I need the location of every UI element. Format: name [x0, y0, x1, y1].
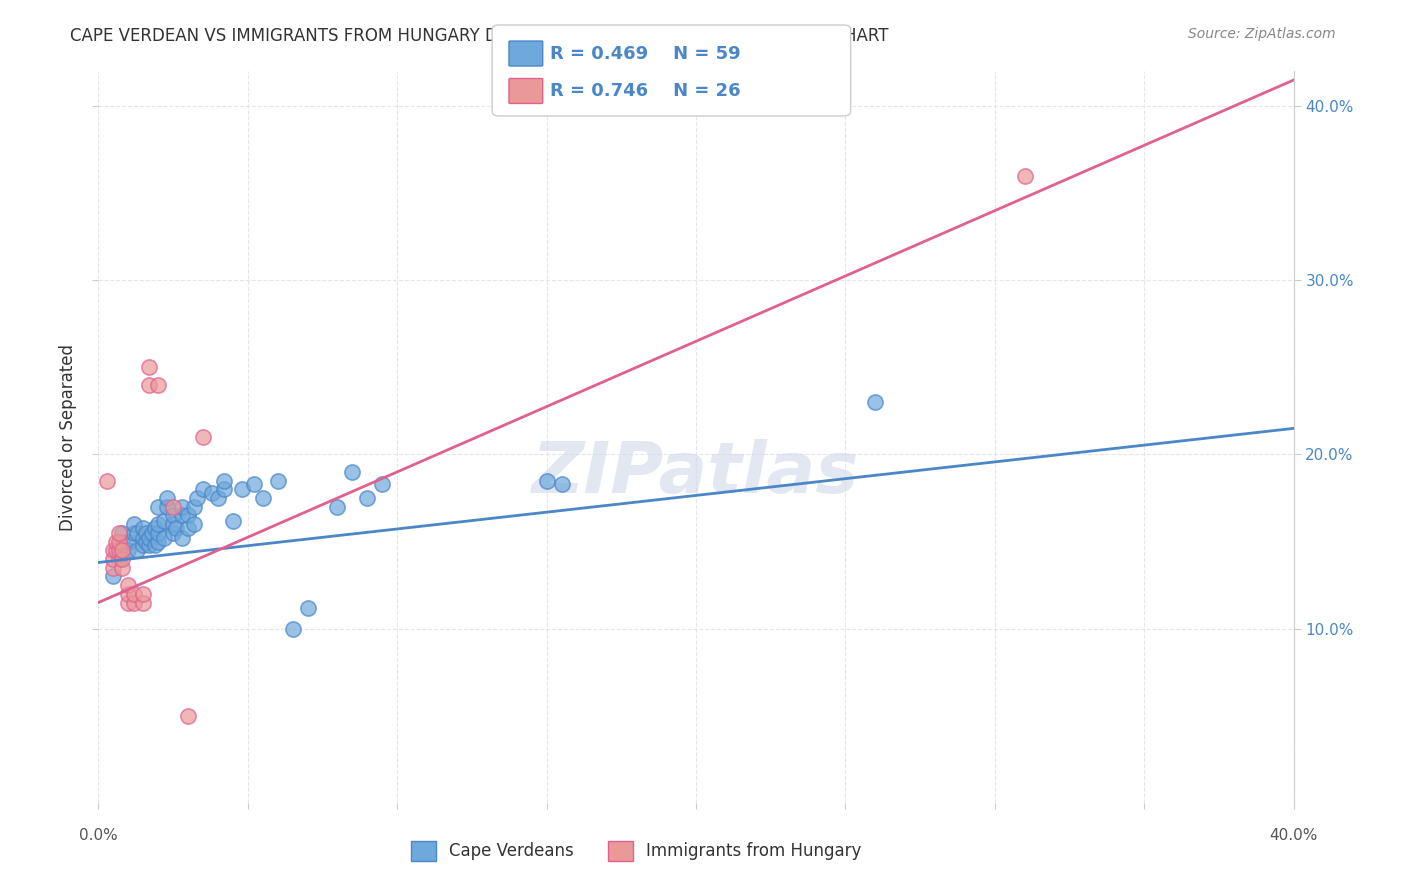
Point: [111, 534, 134, 549]
Point: [108, 543, 131, 558]
Point: [183, 500, 205, 514]
Point: [191, 430, 214, 444]
Point: [132, 595, 155, 609]
Point: [141, 525, 163, 540]
Text: 40.0%: 40.0%: [1270, 829, 1317, 844]
Point: [177, 508, 200, 523]
Point: [124, 595, 146, 609]
Point: [191, 483, 214, 497]
Point: [127, 525, 149, 540]
Text: R = 0.746    N = 26: R = 0.746 N = 26: [550, 82, 741, 100]
Point: [536, 474, 558, 488]
Point: [177, 708, 200, 723]
Text: 0.0%: 0.0%: [79, 829, 118, 844]
Point: [117, 595, 139, 609]
Point: [207, 491, 229, 505]
Point: [148, 377, 170, 392]
Point: [153, 531, 176, 545]
Y-axis label: Divorced or Separated: Divorced or Separated: [59, 343, 77, 531]
Point: [243, 477, 266, 491]
Point: [117, 534, 139, 549]
Point: [111, 525, 134, 540]
Point: [281, 622, 304, 636]
Point: [865, 395, 887, 409]
Point: [177, 521, 200, 535]
Point: [108, 525, 131, 540]
Point: [148, 534, 170, 549]
Point: [132, 587, 155, 601]
Point: [138, 531, 160, 545]
Point: [117, 578, 139, 592]
Point: [162, 508, 184, 523]
Point: [297, 600, 319, 615]
Text: R = 0.469    N = 59: R = 0.469 N = 59: [550, 45, 741, 62]
Point: [105, 534, 128, 549]
Legend: Cape Verdeans, Immigrants from Hungary: Cape Verdeans, Immigrants from Hungary: [405, 834, 868, 868]
Point: [117, 587, 139, 601]
Point: [371, 477, 394, 491]
Point: [135, 525, 157, 540]
Point: [172, 500, 194, 514]
Text: Source: ZipAtlas.com: Source: ZipAtlas.com: [1188, 27, 1336, 41]
Point: [143, 538, 166, 552]
Point: [127, 543, 149, 558]
Point: [138, 360, 160, 375]
Point: [111, 552, 134, 566]
Point: [108, 552, 131, 566]
Point: [162, 500, 184, 514]
Point: [550, 477, 572, 491]
Point: [342, 465, 364, 479]
Point: [135, 534, 157, 549]
Point: [165, 521, 187, 535]
Point: [124, 517, 146, 532]
Point: [124, 525, 146, 540]
Point: [1014, 169, 1036, 183]
Point: [117, 543, 139, 558]
Text: CAPE VERDEAN VS IMMIGRANTS FROM HUNGARY DIVORCED OR SEPARATED CORRELATION CHART: CAPE VERDEAN VS IMMIGRANTS FROM HUNGARY …: [70, 27, 889, 45]
Point: [108, 534, 131, 549]
Point: [103, 569, 125, 583]
Point: [153, 514, 176, 528]
Point: [212, 483, 235, 497]
Point: [103, 560, 125, 574]
Point: [267, 474, 290, 488]
Point: [201, 485, 224, 500]
Text: ZIPatlas: ZIPatlas: [533, 439, 859, 508]
Point: [162, 525, 184, 540]
Point: [148, 500, 170, 514]
Point: [172, 508, 194, 523]
Point: [143, 521, 166, 535]
Point: [138, 538, 160, 552]
Point: [105, 543, 128, 558]
Point: [183, 517, 205, 532]
Point: [103, 543, 125, 558]
Point: [148, 517, 170, 532]
Point: [252, 491, 274, 505]
Point: [162, 517, 184, 532]
Point: [138, 377, 160, 392]
Point: [111, 560, 134, 574]
Point: [132, 521, 155, 535]
Point: [356, 491, 378, 505]
Point: [212, 474, 235, 488]
Point: [156, 491, 179, 505]
Point: [96, 474, 118, 488]
Point: [186, 491, 208, 505]
Point: [103, 552, 125, 566]
Point: [132, 531, 155, 545]
Point: [231, 483, 253, 497]
Point: [124, 587, 146, 601]
Point: [326, 500, 349, 514]
Point: [148, 525, 170, 540]
Point: [111, 543, 134, 558]
Point: [156, 500, 179, 514]
Point: [172, 531, 194, 545]
Point: [222, 514, 245, 528]
Point: [132, 538, 155, 552]
